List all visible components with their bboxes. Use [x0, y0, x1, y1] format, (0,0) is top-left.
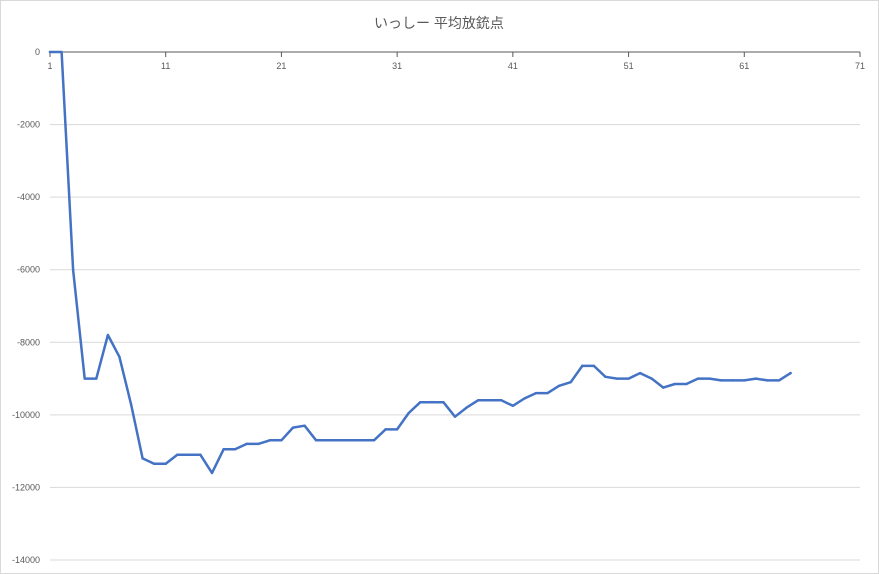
data-point: [627, 377, 630, 380]
data-point: [326, 439, 329, 442]
data-point: [743, 379, 746, 382]
data-point: [268, 439, 272, 442]
data-point: [662, 386, 665, 389]
data-point: [176, 453, 179, 456]
data-point: [95, 377, 98, 380]
x-axis: 1 11 21 31 41 51 61 71: [47, 51, 865, 71]
x-tick-label: 41: [508, 61, 518, 71]
data-point: [395, 428, 399, 431]
data-point: [361, 439, 364, 442]
data-point: [430, 400, 434, 404]
chart-title: いっしー 平均放銃点: [374, 15, 504, 31]
data-point: [569, 381, 572, 384]
x-tick-label: 1: [47, 61, 52, 71]
data-point: [419, 400, 422, 404]
data-point: [557, 384, 561, 388]
x-tick-label: 61: [739, 61, 749, 71]
x-tick-label: 71: [855, 61, 865, 71]
data-point: [372, 439, 376, 442]
data-point: [465, 406, 468, 409]
data-point: [199, 453, 202, 456]
data-point: [338, 439, 341, 442]
y-tick-label: -8000: [17, 337, 40, 347]
y-tick-label: -2000: [17, 120, 40, 130]
y-tick-label: -12000: [12, 482, 40, 492]
data-point: [523, 397, 526, 400]
data-point: [129, 402, 133, 406]
data-point: [257, 442, 260, 446]
data-point: [233, 448, 237, 451]
data-point: [210, 471, 214, 475]
data-point: [604, 375, 607, 378]
data-point: [708, 377, 711, 380]
data-point: [222, 448, 225, 451]
data-point: [488, 399, 491, 402]
data-point: [673, 382, 677, 386]
data-point: [766, 379, 769, 382]
data-point: [731, 379, 734, 382]
data-point: [303, 424, 306, 427]
data-point: [349, 439, 353, 442]
y-tick-label: -4000: [17, 192, 40, 202]
y-tick-label: 0: [35, 47, 40, 57]
data-point: [106, 333, 110, 337]
x-tick-label: 31: [392, 61, 402, 71]
data-point: [581, 364, 584, 368]
data-point: [71, 268, 75, 271]
data-point: [546, 391, 549, 395]
data-point: [442, 400, 445, 404]
data-point: [280, 439, 283, 442]
y-tick-label: -14000: [12, 555, 40, 565]
data-point: [314, 439, 318, 442]
data-point: [164, 462, 167, 466]
y-tick-label: -6000: [17, 265, 40, 275]
data-point: [291, 426, 295, 429]
data-point: [754, 377, 758, 380]
data-point: [141, 457, 144, 460]
data-point: [187, 453, 191, 456]
data-point: [453, 415, 457, 418]
data-point: [500, 399, 503, 402]
data-point: [638, 371, 642, 375]
y-tick-label: -10000: [12, 410, 40, 420]
data-point: [534, 391, 538, 395]
data-point: [789, 371, 792, 375]
data-point: [592, 364, 596, 368]
data-point: [685, 382, 688, 386]
x-tick-label: 11: [161, 61, 170, 71]
data-point: [615, 377, 619, 380]
x-tick-label: 51: [624, 61, 634, 71]
data-point: [384, 428, 387, 431]
gridlines: [50, 124, 860, 561]
y-axis-tick-labels: 0 -2000 -4000 -6000 -8000 -10000 -12000 -14000: [12, 47, 40, 565]
data-point: [407, 411, 410, 415]
data-point: [696, 377, 700, 380]
data-point: [48, 50, 52, 54]
data-point: [118, 355, 121, 358]
data-point: [476, 399, 480, 402]
series-line: [48, 50, 792, 475]
x-tick-label: 21: [276, 61, 286, 71]
data-point: [511, 404, 515, 407]
data-point: [245, 442, 248, 446]
data-point: [152, 462, 156, 466]
data-point: [650, 377, 653, 380]
data-point: [60, 50, 63, 54]
data-point: [719, 379, 723, 382]
data-point: [83, 377, 86, 380]
data-point: [777, 379, 781, 382]
series-group: [48, 50, 792, 475]
